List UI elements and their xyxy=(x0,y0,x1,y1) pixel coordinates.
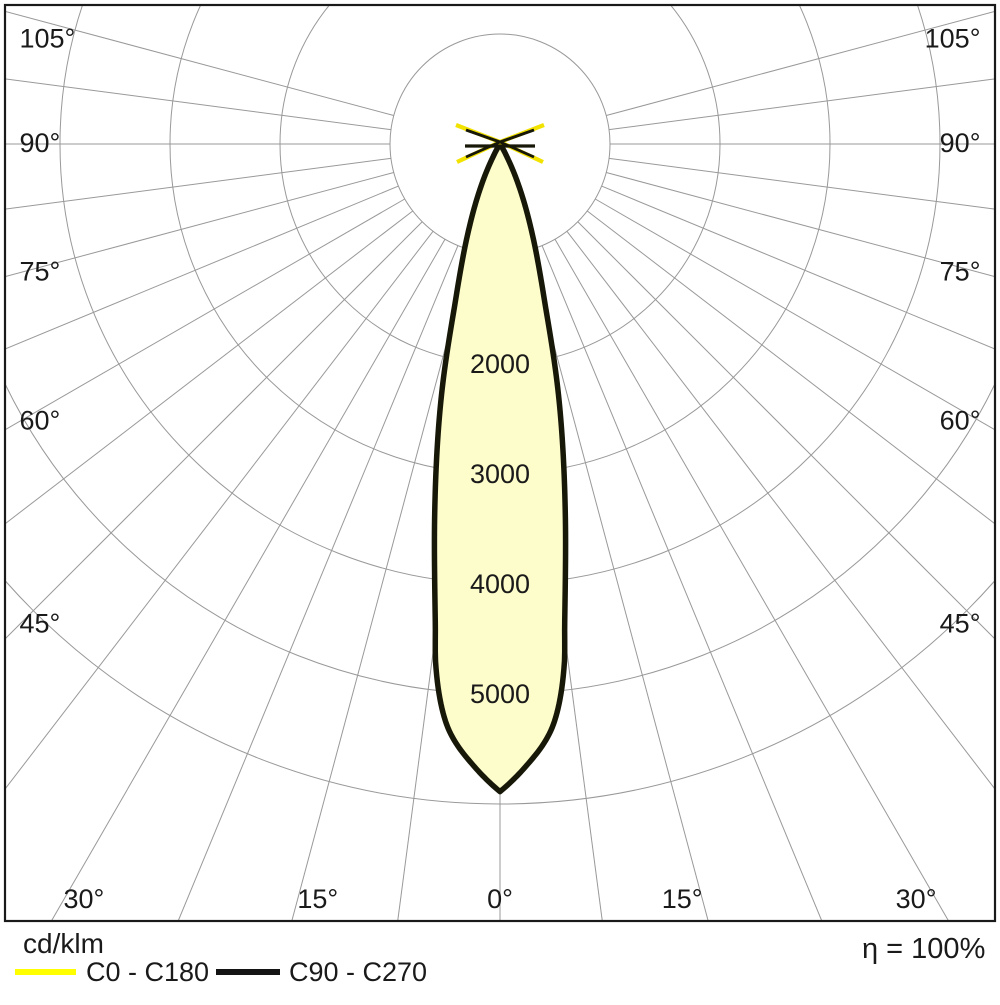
svg-text:75°: 75° xyxy=(20,257,61,287)
svg-text:30°: 30° xyxy=(64,884,105,914)
svg-text:90°: 90° xyxy=(20,128,61,158)
svg-text:0°: 0° xyxy=(487,884,513,914)
svg-text:5000: 5000 xyxy=(470,679,530,709)
svg-text:105°: 105° xyxy=(20,23,76,53)
svg-text:15°: 15° xyxy=(662,884,703,914)
svg-text:3000: 3000 xyxy=(470,459,530,489)
svg-text:105°: 105° xyxy=(925,23,981,53)
svg-text:75°: 75° xyxy=(940,257,981,287)
svg-text:15°: 15° xyxy=(297,884,338,914)
svg-text:60°: 60° xyxy=(20,405,61,435)
svg-text:30°: 30° xyxy=(896,884,937,914)
svg-text:cd/klm: cd/klm xyxy=(23,928,104,959)
svg-text:4000: 4000 xyxy=(470,569,530,599)
svg-text:C90 - C270: C90 - C270 xyxy=(289,957,427,987)
svg-text:45°: 45° xyxy=(20,609,61,639)
svg-text:45°: 45° xyxy=(940,609,981,639)
svg-text:η = 100%: η = 100% xyxy=(862,933,985,965)
svg-text:90°: 90° xyxy=(940,128,981,158)
svg-text:C0 - C180: C0 - C180 xyxy=(86,957,209,987)
svg-text:2000: 2000 xyxy=(470,349,530,379)
svg-text:60°: 60° xyxy=(940,405,981,435)
